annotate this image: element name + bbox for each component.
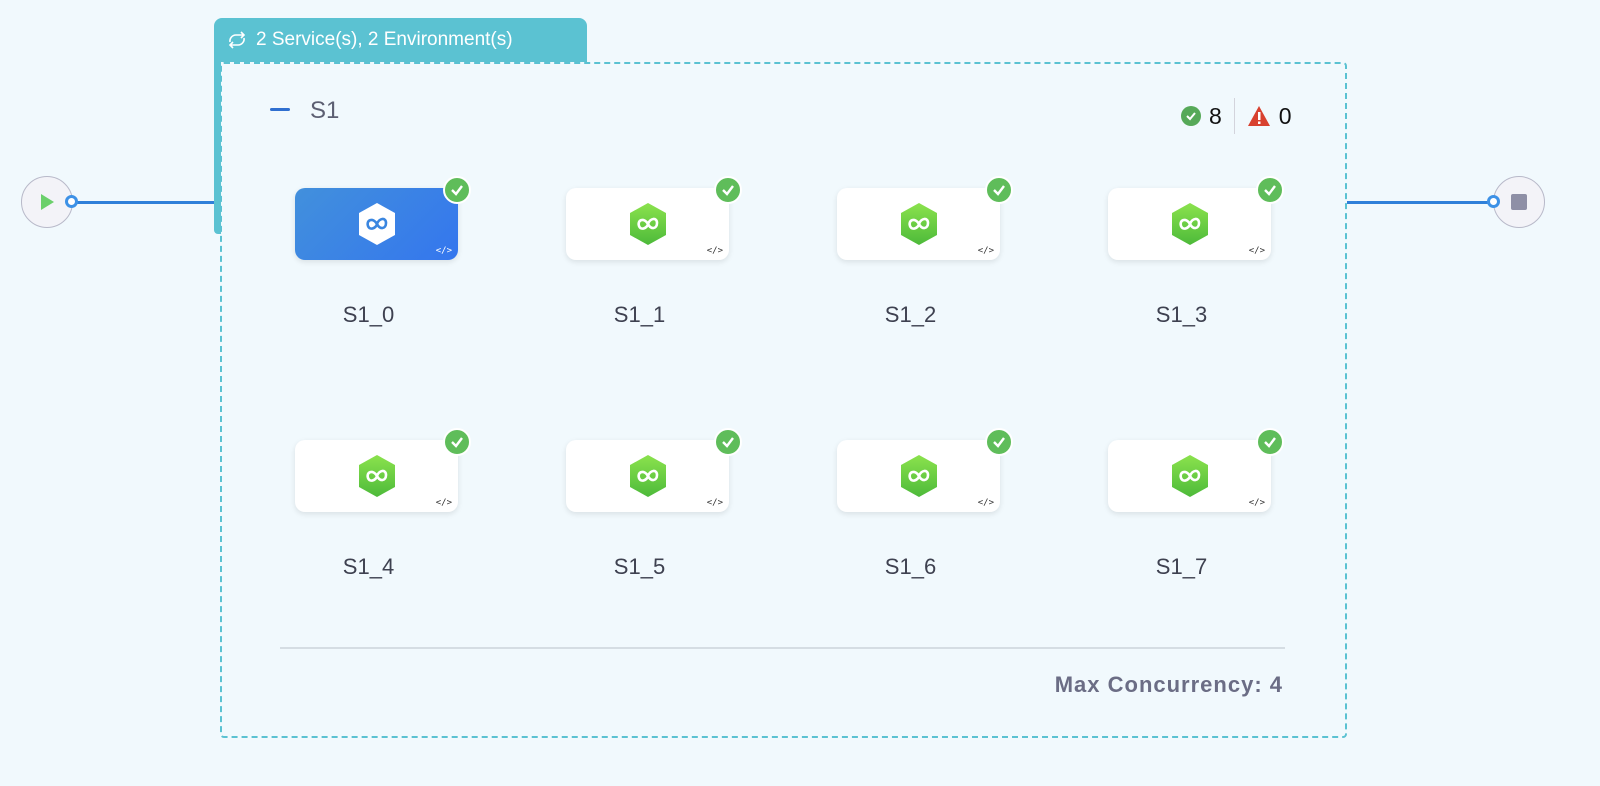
service-node[interactable]: </> <box>837 176 1013 260</box>
tab-bar <box>214 58 221 234</box>
code-icon: </> <box>435 246 452 256</box>
check-icon <box>443 428 471 456</box>
service-node[interactable]: </> <box>295 428 471 512</box>
service-node-label: S1_4 <box>342 554 395 579</box>
divider <box>1233 98 1235 134</box>
end-node[interactable] <box>1493 176 1545 228</box>
code-icon: </> <box>706 498 723 508</box>
max-concurrency: Max Concurrency: 4 <box>1054 672 1283 697</box>
check-icon <box>714 428 742 456</box>
service-node[interactable]: </> <box>566 176 742 260</box>
collapse-button[interactable] <box>270 108 290 111</box>
code-icon: </> <box>977 246 994 256</box>
warning-count: 0 <box>1278 102 1292 129</box>
service-node[interactable]: </> <box>1108 428 1284 512</box>
matrix-tab[interactable]: 2 Service(s), 2 Environment(s) <box>214 18 587 62</box>
start-connector <box>72 201 214 204</box>
check-icon <box>1256 176 1284 204</box>
service-node-label: S1_2 <box>884 302 937 327</box>
play-icon <box>41 194 54 210</box>
warning-icon <box>1247 106 1270 126</box>
tab-label: 2 Service(s), 2 Environment(s) <box>256 29 513 50</box>
service-node-label: S1_3 <box>1155 302 1208 327</box>
check-icon <box>1256 428 1284 456</box>
success-icon <box>1181 106 1201 126</box>
end-connector <box>1347 201 1493 204</box>
pipeline-icon <box>900 455 937 497</box>
service-node[interactable]: </> <box>837 428 1013 512</box>
end-port <box>1487 195 1500 208</box>
pipeline-icon <box>1171 203 1208 245</box>
success-count: 8 <box>1209 102 1222 129</box>
status-counts: 8 0 <box>1181 98 1292 134</box>
pipeline-icon <box>358 455 395 497</box>
code-icon: </> <box>435 498 452 508</box>
start-node[interactable] <box>21 176 73 228</box>
service-node-label: S1_7 <box>1155 554 1208 579</box>
group-title: S1 <box>310 97 340 124</box>
check-icon <box>985 176 1013 204</box>
code-icon: </> <box>1248 246 1265 256</box>
code-icon: </> <box>1248 498 1265 508</box>
service-node[interactable]: </> <box>566 428 742 512</box>
pipeline-icon <box>1171 455 1208 497</box>
check-icon <box>443 176 471 204</box>
check-icon <box>985 428 1013 456</box>
code-icon: </> <box>706 246 723 256</box>
service-node-label: S1_6 <box>884 554 937 579</box>
footer-divider <box>280 647 1285 649</box>
pipeline-icon <box>358 203 395 245</box>
pipeline-icon <box>629 203 666 245</box>
check-icon <box>714 176 742 204</box>
stage-group <box>220 62 1347 738</box>
code-icon: </> <box>977 498 994 508</box>
service-node-label: S1_0 <box>342 302 395 327</box>
service-node[interactable]: </> <box>1108 176 1284 260</box>
loop-icon <box>228 31 246 49</box>
stop-icon <box>1511 194 1527 210</box>
service-node-label: S1_1 <box>613 302 666 327</box>
pipeline-icon <box>900 203 937 245</box>
service-node-label: S1_5 <box>613 554 666 579</box>
pipeline-icon <box>629 455 666 497</box>
start-port <box>65 195 78 208</box>
service-node[interactable]: </> <box>295 176 471 260</box>
